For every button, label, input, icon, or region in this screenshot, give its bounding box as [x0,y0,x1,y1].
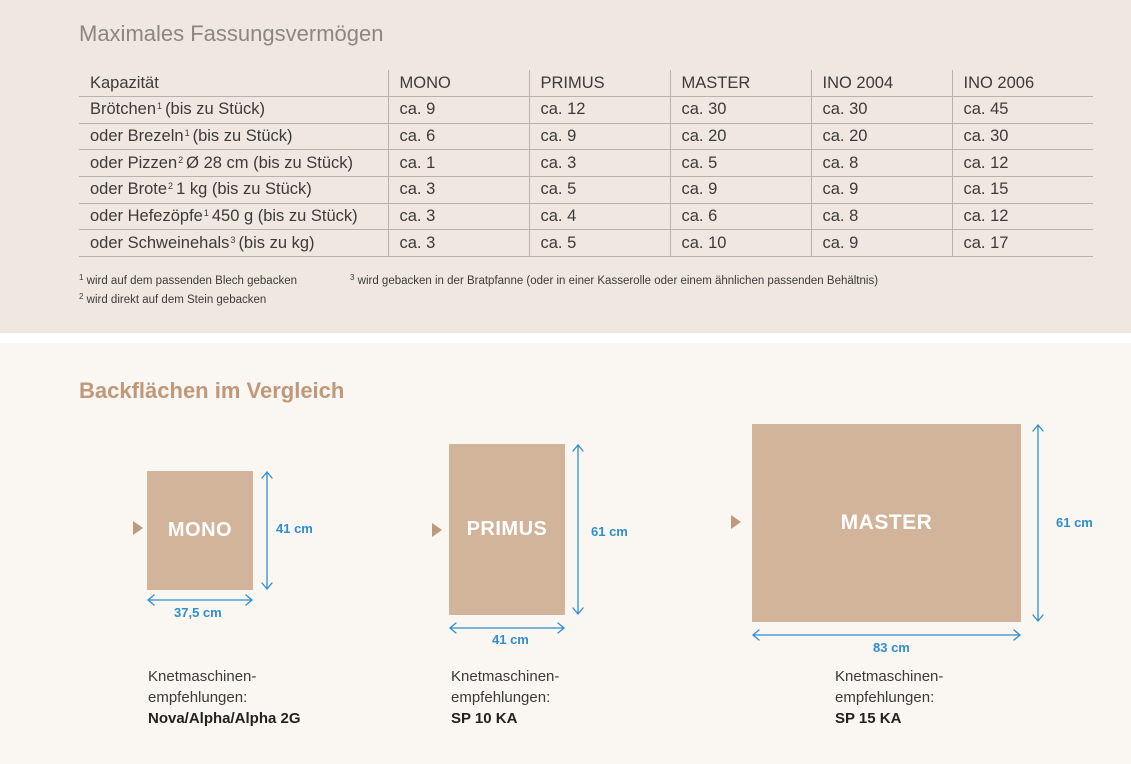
master-height-label: 61 cm [1056,515,1093,530]
table-cell: ca. 8 [810,149,952,178]
triangle-marker-icon [432,523,442,537]
header-capacity: Kapazität [79,70,388,97]
table-row: oder Brote2 1 kg (bis zu Stück) ca. 3 ca. 5… [79,176,1093,204]
mono-mixer-models: Nova/Alpha/Alpha 2G [148,710,301,727]
primus-height-label: 61 cm [591,524,628,539]
capacity-title: Maximales Fassungsvermögen [79,21,384,46]
primus-width-label: 41 cm [492,632,529,647]
footnotes-left: 1 wird auf dem passenden Blech gebacken … [79,270,297,308]
master-oven-area: MASTER [752,424,1021,622]
table-cell: ca. 1 [387,149,529,178]
mono-width-label: 37,5 cm [174,605,222,620]
row-label: oder Brezeln1 (bis zu Stück) [79,123,388,151]
row-label: Brötchen1 (bis zu Stück) [79,96,388,124]
table-cell: ca. 3 [387,203,529,231]
table-cell: ca. 30 [669,96,811,124]
header-primus: PRIMUS [528,70,670,97]
triangle-marker-icon [731,515,741,529]
primus-label: PRIMUS [466,518,548,540]
mono-label: MONO [167,519,233,541]
table-cell: ca. 9 [387,96,529,124]
row-label: oder Schweinehals3 (bis zu kg) [79,229,388,258]
mono-mixer-recommendation: Knetmaschinen- empfehlungen: Nova/Alpha/… [148,668,301,727]
table-cell: ca. 20 [669,123,811,151]
table-row: Brötchen1 (bis zu Stück) ca. 9 ca. 12 ca. 30… [79,96,1093,124]
footnote-3: 3 wird gebacken in der Bratpfanne (oder … [350,273,879,287]
table-cell: ca. 20 [810,123,952,151]
row-label: oder Brote2 1 kg (bis zu Stück) [79,176,388,204]
primus-oven-area: PRIMUS [449,444,565,615]
capacity-table: Kapazität MONO PRIMUS MASTER INO 2004 IN… [79,70,1093,258]
table-cell: ca. 45 [951,96,1093,124]
header-master: MASTER [669,70,811,97]
table-cell: ca. 6 [387,123,529,151]
table-cell: ca. 3 [528,149,670,178]
master-mixer-models: SP 15 KA [835,710,902,727]
table-cell: ca. 5 [528,176,670,204]
mono-height-label: 41 cm [276,521,313,536]
table-row: oder Hefezöpfe1 450 g (bis zu Stück) ca. 3… [79,203,1093,231]
table-cell: ca. 9 [528,123,670,151]
table-cell: ca. 30 [810,96,952,124]
table-cell: ca. 4 [528,203,670,231]
comparison-title: Backflächen im Vergleich [79,378,345,403]
row-label: oder Hefezöpfe1 450 g (bis zu Stück) [79,203,388,231]
table-cell: ca. 17 [951,229,1093,258]
table-cell: ca. 3 [387,229,529,258]
table-header-row: Kapazität MONO PRIMUS MASTER INO 2004 IN… [79,70,1093,97]
table-cell: ca. 9 [810,176,952,204]
master-label: MASTER [840,511,933,534]
table-row: oder Brezeln1 (bis zu Stück) ca. 6 ca. 9 ca.… [79,123,1093,151]
table-cell: ca. 10 [669,229,811,258]
master-width-label: 83 cm [873,640,910,655]
row-label: oder Pizzen2 Ø 28 cm (bis zu Stück) [79,149,388,178]
table-cell: ca. 5 [669,149,811,178]
header-ino-2004: INO 2004 [810,70,952,97]
table-cell: ca. 5 [528,229,670,258]
footnote-2: 2 wird direkt auf dem Stein gebacken [79,292,267,306]
table-cell: ca. 12 [528,96,670,124]
footnote-1: 1 wird auf dem passenden Blech gebacken [79,273,297,287]
table-cell: ca. 12 [951,203,1093,231]
primus-mixer-models: SP 10 KA [451,710,518,727]
table-cell: ca. 9 [669,176,811,204]
mono-oven-area: MONO [147,471,253,590]
triangle-marker-icon [133,521,143,535]
master-mixer-recommendation: Knetmaschinen- empfehlungen: SP 15 KA [835,668,944,727]
table-cell: ca. 15 [951,176,1093,204]
table-cell: ca. 30 [951,123,1093,151]
primus-mixer-recommendation: Knetmaschinen- empfehlungen: SP 10 KA [451,668,560,727]
header-mono: MONO [387,70,529,97]
footnotes-right: 3 wird gebacken in der Bratpfanne (oder … [350,270,878,289]
table-cell: ca. 9 [810,229,952,258]
table-cell: ca. 6 [669,203,811,231]
table-cell: ca. 3 [387,176,529,204]
table-cell: ca. 8 [810,203,952,231]
table-cell: ca. 12 [951,149,1093,178]
header-ino-2006: INO 2006 [951,70,1093,97]
